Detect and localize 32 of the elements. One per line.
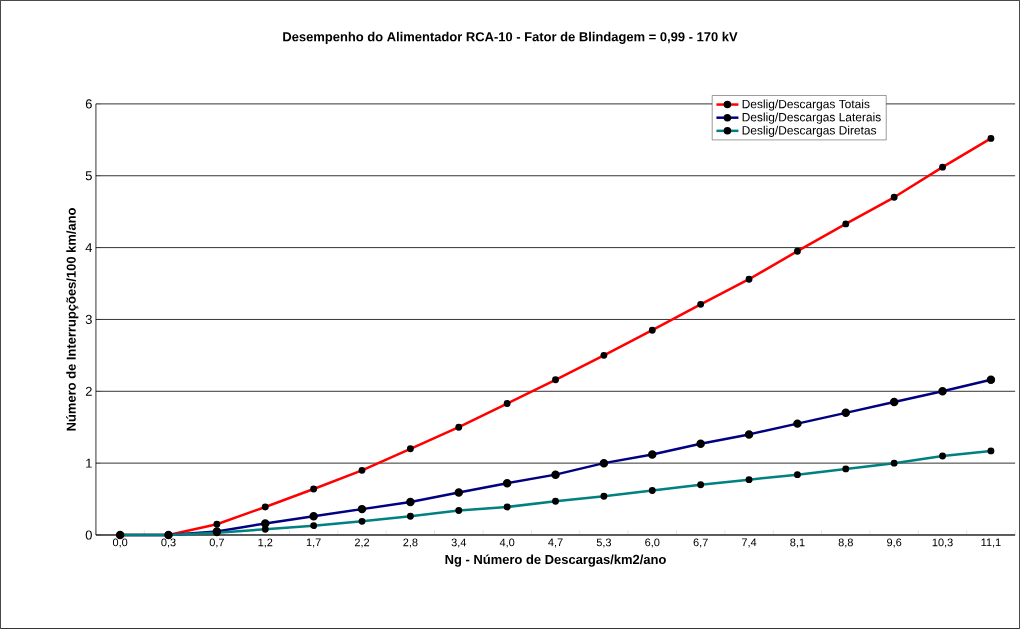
- y-tick-label: 1: [86, 458, 92, 468]
- x-tick-label: 0,7: [209, 538, 224, 548]
- y-tick-label: 5: [85, 171, 92, 181]
- x-tick-label: 7,4: [741, 538, 757, 548]
- y-tick-label: 2: [85, 386, 92, 396]
- chart-title: Desempenho do Alimentador RCA-10 - Fator de Blindagem = 0,99 - 170 kV: [283, 31, 738, 45]
- y-axis-title: Número de Interrupções/100 km/ano: [66, 208, 79, 431]
- x-tick-label: 11,1: [981, 538, 1001, 548]
- x-tick-label: 5,3: [596, 538, 612, 548]
- x-tick-label: 6,0: [645, 538, 660, 548]
- y-tick-label: 0: [85, 530, 92, 540]
- x-tick-label: 3,4: [451, 538, 467, 548]
- x-tick-label: 4,0: [499, 538, 515, 548]
- x-tick-label: 1,7: [306, 538, 321, 548]
- x-tick-label: 1,2: [258, 538, 273, 548]
- x-tick-label: 6,7: [693, 538, 708, 548]
- x-tick-label: 8,8: [838, 538, 853, 548]
- y-tick-label: 3: [85, 314, 92, 325]
- x-tick-label: 8,1: [790, 538, 805, 548]
- x-tick-label: 0,0: [112, 538, 128, 548]
- x-tick-label: 4,7: [548, 538, 563, 548]
- x-axis-title: Ng - Número de Descargas/km2/ano: [445, 554, 666, 567]
- x-tick-label: 2,8: [403, 538, 418, 548]
- legend-label: Deslig/Descargas Diretas: [742, 125, 877, 137]
- legend-label: Deslig/Descargas Totais: [742, 99, 870, 111]
- x-tick-label: 10,3: [932, 538, 953, 548]
- x-tick-label: 2,2: [354, 538, 370, 548]
- legend-label: Deslig/Descargas Laterais: [742, 112, 881, 124]
- x-tick-label: 0,3: [161, 538, 176, 548]
- y-tick-label: 4: [85, 243, 93, 253]
- y-tick-label: 6: [85, 99, 92, 109]
- x-tick-label: 9,6: [887, 538, 902, 548]
